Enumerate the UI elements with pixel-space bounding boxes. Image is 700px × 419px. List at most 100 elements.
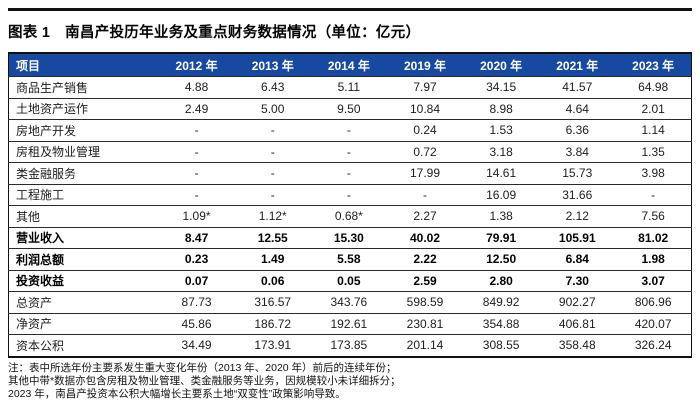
cell-value: 1.14 xyxy=(615,119,692,141)
cell-value: 16.09 xyxy=(463,183,540,206)
cell-value: - xyxy=(158,183,235,206)
table-row: 其他 1.09* 1.12* 0.68* 2.27 1.38 2.12 7.56 xyxy=(8,205,692,227)
cell-value: 0.06 xyxy=(234,269,311,292)
cell-value: 201.14 xyxy=(386,334,464,357)
cell-value: - xyxy=(615,183,692,206)
report-page: 图表 1 南昌产投历年业务及重点财务数据情况（单位：亿元） 项目 2012 年 … xyxy=(0,8,700,401)
cell-value: 173.91 xyxy=(234,334,311,357)
cell-value: - xyxy=(310,140,387,163)
cell-value: 2.01 xyxy=(615,97,692,120)
cell-value: 598.59 xyxy=(386,291,464,313)
cell-value: 358.48 xyxy=(539,334,616,357)
cell-value: - xyxy=(234,140,311,163)
cell-value: - xyxy=(310,183,387,206)
cell-value: 14.61 xyxy=(463,162,540,184)
table-row: 房地产开发 - - - 0.24 1.53 6.36 1.14 xyxy=(8,119,692,141)
cell-value: 316.57 xyxy=(234,291,311,313)
table-header: 项目 2012 年 2013 年 2014 年 2019 年 2020 年 20… xyxy=(8,53,692,77)
cell-value: 173.85 xyxy=(310,334,387,357)
cell-value: 420.07 xyxy=(615,312,692,335)
row-label: 工程施工 xyxy=(8,183,159,206)
cell-value: 5.11 xyxy=(310,76,387,98)
cell-value: 0.72 xyxy=(386,140,464,163)
row-label: 房地产开发 xyxy=(8,119,159,141)
cell-value: 7.30 xyxy=(539,269,616,292)
cell-value: 5.58 xyxy=(310,248,387,270)
note-line: 其他中带*数据亦包含房租及物业管理、类金融服务等业务，因规模较小未详细拆分； xyxy=(8,374,401,387)
cell-value: 1.12* xyxy=(234,205,311,227)
cell-value: 64.98 xyxy=(615,76,692,98)
table-row-total-profit: 利润总额 0.23 1.49 5.58 2.22 12.50 6.84 1.98 xyxy=(8,248,692,270)
cell-value: 192.61 xyxy=(310,312,387,335)
cell-value: 1.98 xyxy=(615,248,692,270)
table-row-investment-income: 投资收益 0.07 0.06 0.05 2.59 2.80 7.30 3.07 xyxy=(8,269,692,292)
cell-value: - xyxy=(158,119,235,141)
cell-value: 40.02 xyxy=(386,226,464,249)
cell-value: 902.27 xyxy=(539,291,616,313)
column-header-2021: 2021 年 xyxy=(539,53,616,77)
table-body: 商品生产销售 4.88 6.43 5.11 7.97 34.15 41.57 6… xyxy=(8,76,692,357)
column-header-item: 项目 xyxy=(8,53,159,77)
cell-value: 34.49 xyxy=(158,334,235,357)
cell-value: 15.30 xyxy=(310,226,387,249)
cell-value: 2.80 xyxy=(463,269,540,292)
cell-value: 3.07 xyxy=(615,269,692,292)
cell-value: 105.91 xyxy=(539,226,616,249)
cell-value: 5.00 xyxy=(234,97,311,120)
cell-value: 8.98 xyxy=(463,97,540,120)
table-row: 商品生产销售 4.88 6.43 5.11 7.97 34.15 41.57 6… xyxy=(8,76,692,98)
cell-value: 31.66 xyxy=(539,183,616,206)
cell-value: 0.05 xyxy=(310,269,387,292)
cell-value: 2.49 xyxy=(158,97,235,120)
cell-value: 4.88 xyxy=(158,76,235,98)
column-header-2012: 2012 年 xyxy=(158,53,235,77)
cell-value: - xyxy=(234,183,311,206)
cell-value: - xyxy=(158,162,235,184)
cell-value: 3.18 xyxy=(463,140,540,163)
row-label: 投资收益 xyxy=(8,269,159,292)
cell-value: 7.97 xyxy=(386,76,464,98)
cell-value: 1.49 xyxy=(234,248,311,270)
figure-title: 图表 1 南昌产投历年业务及重点财务数据情况（单位：亿元） xyxy=(8,25,421,41)
cell-value: - xyxy=(386,183,464,206)
table-row: 类金融服务 - - - 17.99 14.61 15.73 3.98 xyxy=(8,162,692,184)
cell-value: 849.92 xyxy=(463,291,540,313)
table-notes: 注：表中所选年份主要系发生重大变化年份（2013 年、2020 年）前后的连续年… xyxy=(8,362,692,401)
cell-value: 3.98 xyxy=(615,162,692,184)
column-header-2023: 2023 年 xyxy=(615,53,692,77)
cell-value: 12.55 xyxy=(234,226,311,249)
cell-value: - xyxy=(310,162,387,184)
cell-value: 2.22 xyxy=(386,248,464,270)
cell-value: 41.57 xyxy=(539,76,616,98)
cell-value: 6.36 xyxy=(539,119,616,141)
cell-value: 0.23 xyxy=(158,248,235,270)
cell-value: - xyxy=(310,119,387,141)
cell-value: 326.24 xyxy=(615,334,692,357)
table-row: 资本公积 34.49 173.91 173.85 201.14 308.55 3… xyxy=(8,334,692,357)
table-row: 房租及物业管理 - - - 0.72 3.18 3.84 1.35 xyxy=(8,140,692,163)
cell-value: 2.27 xyxy=(386,205,464,227)
table-row: 土地资产运作 2.49 5.00 9.50 10.84 8.98 4.64 2.… xyxy=(8,97,692,120)
note-line: 注：表中所选年份主要系发生重大变化年份（2013 年、2020 年）前后的连续年… xyxy=(8,361,397,374)
column-header-2020: 2020 年 xyxy=(463,53,540,77)
cell-value: 15.73 xyxy=(539,162,616,184)
table-row: 总资产 87.73 316.57 343.76 598.59 849.92 90… xyxy=(8,291,692,313)
row-label: 资本公积 xyxy=(8,334,159,357)
cell-value: 4.64 xyxy=(539,97,616,120)
column-header-2014: 2014 年 xyxy=(310,53,387,77)
cell-value: - xyxy=(234,119,311,141)
cell-value: 2.59 xyxy=(386,269,464,292)
table-row: 工程施工 - - - - 16.09 31.66 - xyxy=(8,183,692,206)
row-label: 其他 xyxy=(8,205,159,227)
row-label: 类金融服务 xyxy=(8,162,159,184)
table-row-revenue: 营业收入 8.47 12.55 15.30 40.02 79.91 105.91… xyxy=(8,226,692,249)
row-label: 净资产 xyxy=(8,312,159,335)
cell-value: 406.81 xyxy=(539,312,616,335)
cell-value: 81.02 xyxy=(615,226,692,249)
cell-value: 6.43 xyxy=(234,76,311,98)
cell-value: 10.84 xyxy=(386,97,464,120)
cell-value: 1.09* xyxy=(158,205,235,227)
cell-value: 34.15 xyxy=(463,76,540,98)
cell-value: 17.99 xyxy=(386,162,464,184)
column-header-2013: 2013 年 xyxy=(234,53,311,77)
